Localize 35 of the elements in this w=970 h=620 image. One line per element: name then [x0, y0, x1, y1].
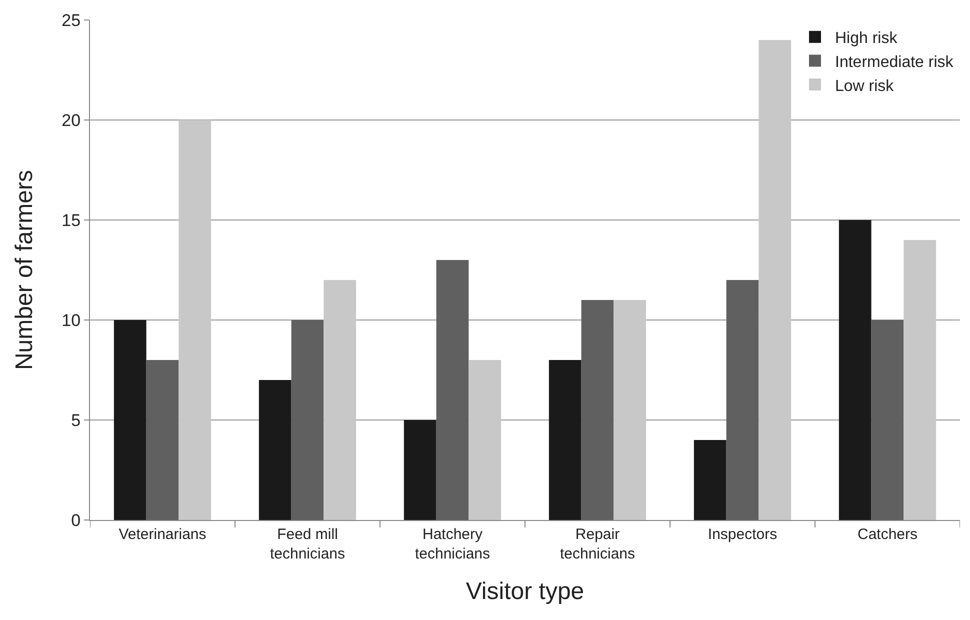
x-tick-label: Inspectors: [708, 526, 778, 543]
y-axis-title: Number of farmers: [11, 170, 38, 370]
x-tick-label: Veterinarians: [118, 526, 206, 543]
bar: [291, 320, 324, 520]
bar: [324, 280, 356, 520]
y-tick-label: 5: [71, 410, 81, 430]
bar: [146, 360, 179, 520]
legend-label: Low risk: [835, 78, 895, 95]
bar: [758, 40, 792, 520]
bar: [258, 380, 292, 520]
x-axis-title: Visitor type: [466, 578, 584, 605]
bar: [838, 220, 872, 520]
y-tick-label: 0: [71, 510, 81, 530]
x-tick-label: Feed mill technicians: [270, 526, 346, 562]
bar: [178, 120, 212, 520]
bar: [694, 440, 726, 520]
bar: [871, 320, 904, 520]
bar: [548, 360, 582, 520]
bar: [114, 320, 146, 520]
x-tick-label: Catchers: [857, 526, 918, 543]
y-tick-label: 25: [62, 10, 81, 30]
y-tick-label: 20: [62, 110, 81, 130]
y-tick-label: 10: [62, 310, 81, 330]
bar: [581, 300, 614, 520]
bar: [436, 260, 469, 520]
legend-label: High risk: [835, 30, 898, 48]
legend-label: Intermediate risk: [835, 54, 954, 71]
bar: [614, 300, 646, 520]
bar: [468, 360, 502, 520]
bar: [904, 240, 936, 520]
bar: [404, 420, 436, 520]
x-tick-label: Repair technicians: [560, 526, 636, 562]
y-tick-label: 15: [62, 210, 81, 230]
x-tick-label: Hatchery technicians: [414, 526, 490, 562]
bar: [726, 280, 759, 520]
